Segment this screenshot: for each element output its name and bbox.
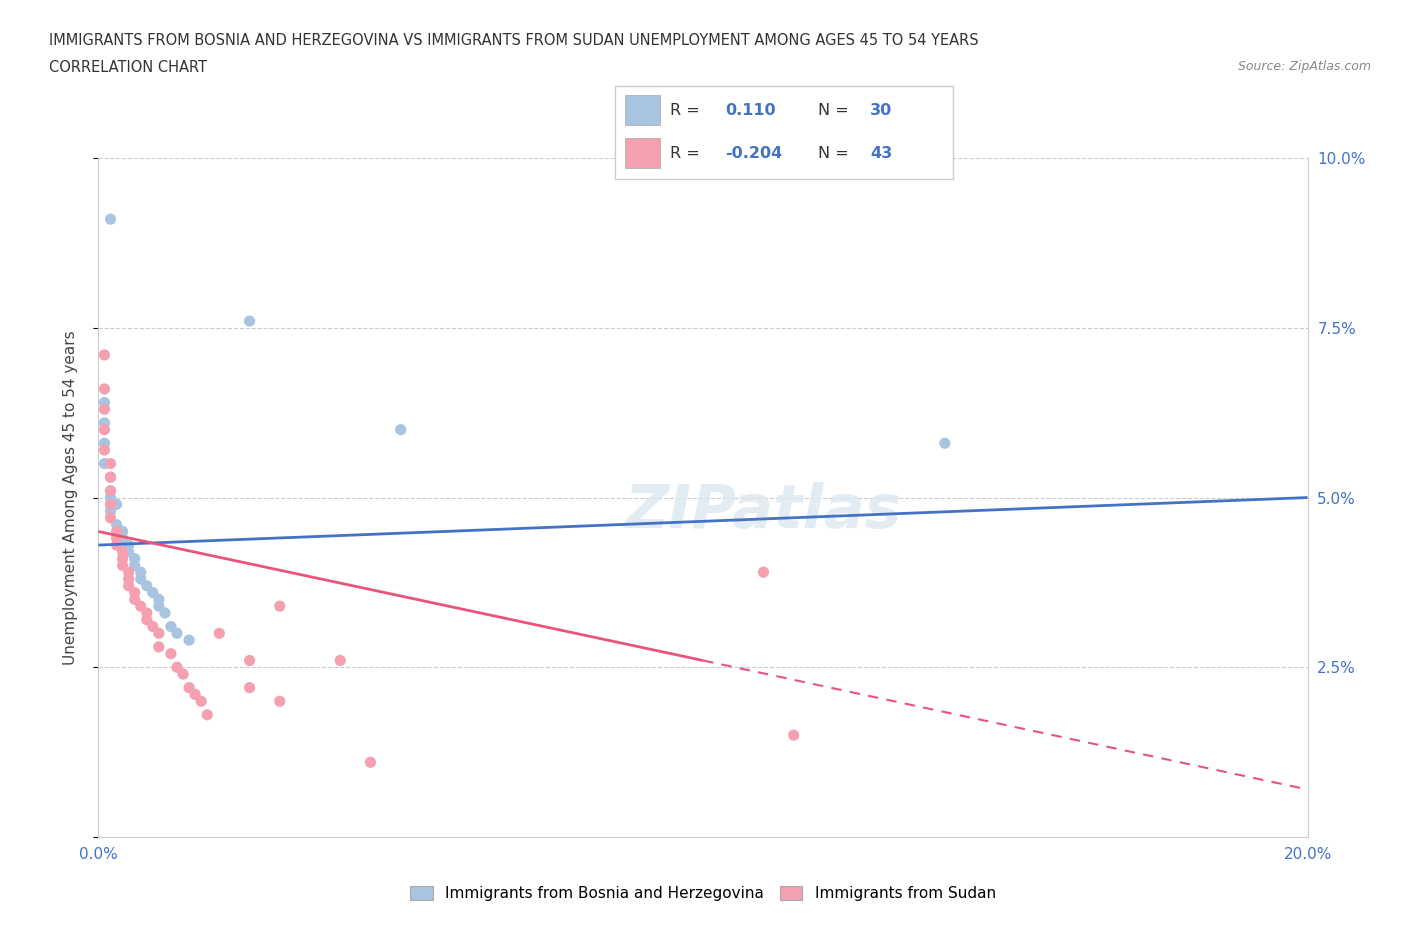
Point <box>111 558 134 573</box>
Point <box>105 497 128 512</box>
Text: N =: N = <box>818 102 855 117</box>
Point <box>105 538 128 552</box>
Point <box>179 680 201 695</box>
Point <box>105 517 128 532</box>
Text: R =: R = <box>671 102 704 117</box>
Point <box>93 348 115 363</box>
Text: 30: 30 <box>870 102 893 117</box>
Text: 43: 43 <box>870 145 893 161</box>
Point <box>208 626 231 641</box>
Point <box>269 694 291 709</box>
Point <box>124 592 146 607</box>
Point <box>166 660 188 675</box>
Point <box>148 626 170 641</box>
Point <box>100 484 122 498</box>
Point <box>100 470 122 485</box>
Point <box>148 640 170 655</box>
Point <box>118 578 141 593</box>
Point <box>752 565 775 579</box>
Point <box>100 504 122 519</box>
Point <box>118 572 141 587</box>
Point <box>360 755 382 770</box>
Point <box>135 578 157 593</box>
Point <box>160 646 183 661</box>
Point <box>153 605 176 620</box>
Point <box>93 443 115 458</box>
Y-axis label: Unemployment Among Ages 45 to 54 years: Unemployment Among Ages 45 to 54 years <box>63 330 77 665</box>
Point <box>129 572 152 587</box>
Point <box>124 585 146 600</box>
Point <box>93 395 115 410</box>
Point <box>93 416 115 431</box>
Point <box>93 402 115 417</box>
Point <box>118 565 141 579</box>
Point <box>118 544 141 559</box>
Point <box>111 531 134 546</box>
Point <box>184 687 207 702</box>
Text: IMMIGRANTS FROM BOSNIA AND HERZEGOVINA VS IMMIGRANTS FROM SUDAN UNEMPLOYMENT AMO: IMMIGRANTS FROM BOSNIA AND HERZEGOVINA V… <box>49 33 979 47</box>
Text: N =: N = <box>818 145 855 161</box>
Point <box>100 212 122 227</box>
Point <box>166 626 188 641</box>
Point <box>129 599 152 614</box>
Point <box>111 551 134 566</box>
Point <box>100 484 122 498</box>
Point <box>135 605 157 620</box>
Bar <box>626 139 659 167</box>
Text: CORRELATION CHART: CORRELATION CHART <box>49 60 207 75</box>
Point <box>239 680 262 695</box>
Point <box>190 694 212 709</box>
Point <box>239 313 262 328</box>
Point <box>105 525 128 539</box>
Point <box>389 422 412 437</box>
Point <box>93 436 115 451</box>
Point <box>195 708 218 723</box>
Point <box>160 619 183 634</box>
Point <box>142 619 165 634</box>
Point <box>100 511 122 525</box>
Point <box>111 525 134 539</box>
Text: R =: R = <box>671 145 704 161</box>
Text: 0.110: 0.110 <box>725 102 776 117</box>
Point <box>329 653 352 668</box>
Point <box>100 470 122 485</box>
Point <box>783 727 806 742</box>
Text: -0.204: -0.204 <box>725 145 783 161</box>
Point <box>239 653 262 668</box>
Point <box>148 592 170 607</box>
Point <box>135 612 157 627</box>
Point <box>148 599 170 614</box>
Point <box>179 632 201 647</box>
Point <box>105 531 128 546</box>
Point <box>100 490 122 505</box>
Point <box>124 551 146 566</box>
Legend: Immigrants from Bosnia and Herzegovina, Immigrants from Sudan: Immigrants from Bosnia and Herzegovina, … <box>404 880 1002 908</box>
Point <box>93 457 115 472</box>
Point <box>129 565 152 579</box>
Point <box>93 381 115 396</box>
Bar <box>626 96 659 125</box>
Point <box>124 558 146 573</box>
Text: ZIPatlas: ZIPatlas <box>624 482 903 540</box>
FancyBboxPatch shape <box>614 86 953 179</box>
Point <box>142 585 165 600</box>
Point <box>118 538 141 552</box>
Point <box>934 436 956 451</box>
Point <box>100 497 122 512</box>
Text: Source: ZipAtlas.com: Source: ZipAtlas.com <box>1237 60 1371 73</box>
Point <box>100 457 122 472</box>
Point <box>269 599 291 614</box>
Point <box>93 422 115 437</box>
Point <box>111 544 134 559</box>
Point <box>172 667 194 682</box>
